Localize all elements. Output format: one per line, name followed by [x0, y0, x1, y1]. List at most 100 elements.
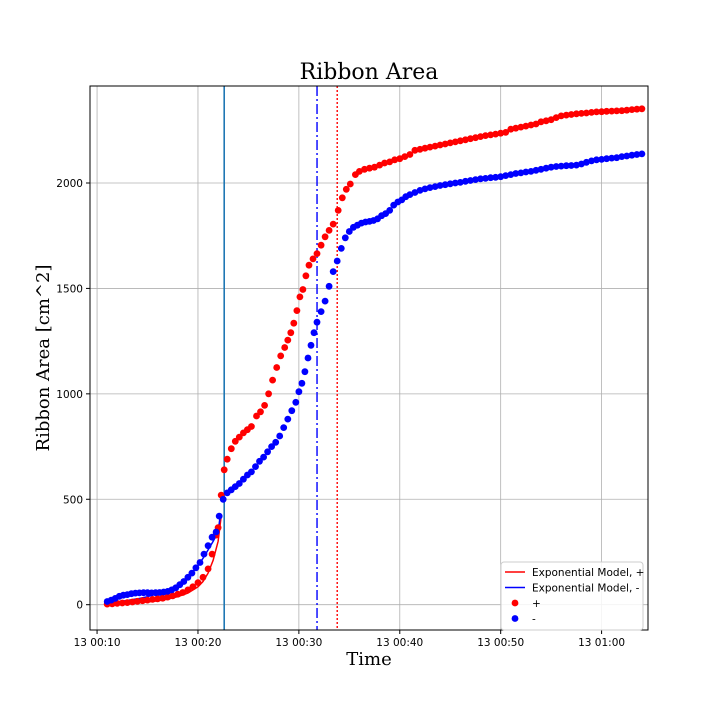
data-point: [257, 408, 264, 416]
data-point: [482, 132, 489, 140]
data-point: [235, 480, 243, 487]
data-point: [593, 108, 600, 116]
y-axis-label: Ribbon Area [cm^2]: [33, 265, 54, 452]
data-point: [118, 599, 126, 607]
data-point: [301, 368, 309, 376]
y-tick-label: 1500: [56, 283, 83, 295]
data-point: [208, 550, 216, 558]
data-point: [426, 184, 434, 192]
data-point: [342, 185, 350, 193]
data-point: [313, 318, 321, 326]
data-point: [623, 152, 631, 160]
data-point: [537, 118, 545, 126]
y-tick-label: 500: [63, 494, 83, 506]
data-point: [304, 354, 312, 362]
data-point: [381, 159, 388, 167]
data-point: [603, 107, 610, 115]
data-point: [199, 573, 207, 581]
legend-entry-label: +: [532, 598, 541, 610]
data-point: [613, 154, 621, 162]
data-point: [593, 156, 600, 164]
data-point: [608, 107, 616, 115]
data-point: [220, 466, 228, 474]
data-point: [502, 172, 510, 180]
x-tick-label: 13 00:20: [174, 637, 221, 649]
data-point: [179, 589, 187, 596]
grid-lines: [90, 86, 648, 630]
data-point: [618, 153, 626, 161]
data-point: [467, 135, 474, 143]
data-point: [329, 220, 337, 228]
data-point: [295, 388, 303, 396]
data-point: [277, 352, 285, 360]
x-tick-label: 13 00:30: [275, 637, 322, 649]
data-point: [261, 402, 268, 409]
data-point: [194, 579, 202, 586]
data-point: [139, 597, 146, 605]
legend-dot-swatch: [511, 599, 519, 607]
data-point: [268, 443, 275, 450]
data-point: [512, 170, 520, 177]
plot-frame: [89, 85, 649, 631]
data-point: [284, 336, 292, 344]
data-point: [467, 177, 474, 184]
data-point: [188, 569, 196, 577]
data-point: [633, 105, 641, 113]
data-point: [638, 150, 646, 158]
data-point: [334, 207, 342, 214]
data-point: [280, 424, 288, 431]
data-point: [192, 564, 200, 572]
data-point: [293, 307, 301, 314]
y-tick-label: 0: [76, 600, 83, 612]
data-point: [598, 108, 605, 116]
data-point: [329, 268, 337, 275]
data-point: [252, 463, 259, 470]
data-point: [623, 106, 631, 114]
data-point: [346, 180, 354, 188]
data-point: [287, 329, 295, 337]
data-point: [288, 407, 296, 415]
data-point: [547, 163, 555, 171]
y-tick-label: 1000: [56, 389, 83, 401]
legend-entry-label: Exponential Model, +: [532, 567, 644, 579]
data-point: [487, 131, 494, 139]
data-point: [144, 596, 151, 604]
data-point: [356, 168, 363, 175]
data-point: [567, 111, 575, 118]
data-point: [184, 586, 192, 594]
x-tick-label: 13 00:40: [376, 637, 423, 649]
data-point: [223, 455, 231, 463]
axis-ticks: 13 00:10 13 00:20 13 00:30 13 00:40 13 00:50…: [56, 178, 625, 649]
data-point: [180, 578, 188, 585]
data-point: [562, 162, 570, 170]
x-tick-label: 13 00:10: [74, 637, 121, 649]
data-point: [307, 341, 315, 349]
data-point: [313, 250, 321, 257]
data-point: [522, 168, 530, 176]
data-point: [248, 468, 255, 476]
data-point: [149, 596, 157, 603]
data-point: [204, 542, 212, 550]
data-point: [337, 245, 345, 252]
data-point: [522, 122, 530, 130]
data-point: [212, 528, 220, 536]
data-point: [497, 129, 505, 137]
data-point: [552, 163, 560, 170]
data-point: [317, 241, 325, 249]
data-point: [512, 124, 520, 132]
data-point: [456, 179, 464, 186]
data-point: [618, 107, 626, 115]
data-point: [391, 156, 399, 164]
data-point: [302, 272, 310, 280]
data-point: [273, 364, 281, 371]
data-point: [386, 207, 394, 214]
data-point: [557, 162, 565, 170]
data-point: [299, 286, 307, 293]
data-point: [290, 319, 298, 327]
data-point: [284, 415, 292, 423]
data-point: [502, 129, 510, 136]
data-point: [309, 255, 317, 263]
data-point: [583, 158, 590, 166]
legend-entry-label: -: [532, 614, 536, 626]
